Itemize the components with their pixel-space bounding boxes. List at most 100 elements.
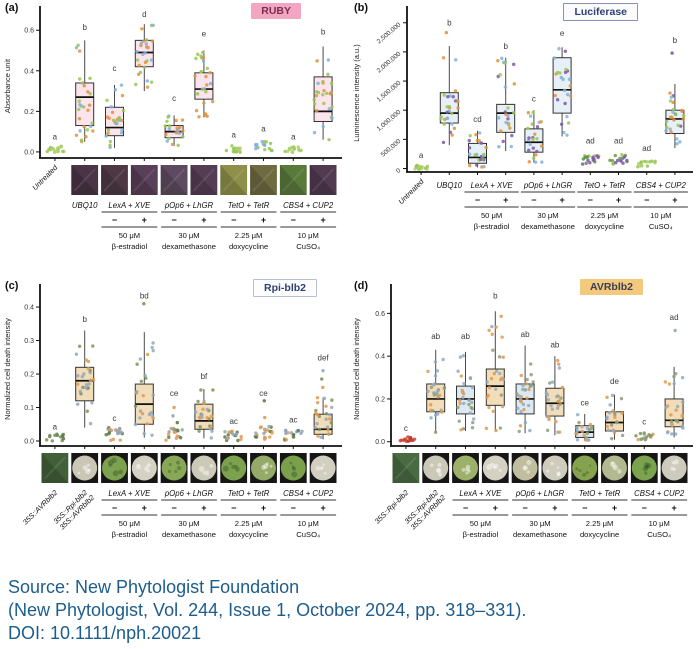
data-point: [226, 433, 230, 437]
data-point: [456, 106, 460, 110]
data-point: [291, 435, 296, 439]
data-point: [527, 387, 531, 392]
disc-mottle: [465, 467, 470, 472]
disc-mottle: [222, 465, 229, 472]
disc-mottle: [135, 464, 141, 470]
data-point: [205, 83, 209, 87]
data-point: [462, 381, 466, 386]
disc-mottle: [673, 462, 676, 465]
disc-mottle: [322, 463, 325, 466]
sig-letter: bd: [140, 292, 149, 301]
data-point: [151, 341, 155, 345]
data-point: [441, 357, 445, 362]
agent-label: doxycycline: [585, 222, 624, 231]
x-group-label: pOp6 + LhGR: [523, 181, 573, 190]
leaf-image: [130, 165, 158, 195]
data-point: [283, 149, 287, 154]
leaf-disc: [631, 455, 657, 481]
data-point: [674, 418, 678, 423]
leaf-disc: [221, 455, 247, 481]
data-point: [77, 99, 81, 103]
data-point: [521, 402, 526, 407]
data-point: [575, 429, 580, 433]
data-point: [494, 325, 498, 329]
data-point: [314, 109, 319, 113]
data-point: [577, 420, 581, 425]
data-point: [426, 369, 430, 374]
plus-label: +: [612, 503, 617, 513]
data-point: [645, 164, 650, 168]
data-point: [141, 393, 146, 398]
disc-mottle: [526, 459, 532, 465]
panel-b-letter: (b): [354, 2, 369, 14]
disc-mottle: [490, 462, 494, 467]
data-point: [83, 385, 88, 390]
source-line-3: DOI: 10.1111/nph.20021: [8, 623, 202, 643]
data-point: [669, 130, 673, 134]
data-point: [108, 143, 112, 147]
disc-mottle: [612, 464, 619, 471]
data-point: [519, 410, 523, 414]
data-point: [499, 129, 503, 133]
agent-label: β-estradiol: [463, 530, 499, 539]
data-point: [636, 437, 640, 442]
data-point: [61, 437, 66, 441]
leaf-disc: [512, 455, 538, 481]
data-point: [151, 348, 155, 353]
data-point: [526, 126, 530, 131]
data-point: [109, 105, 114, 109]
data-point: [176, 428, 180, 433]
data-point: [477, 139, 481, 143]
data-point: [560, 385, 565, 390]
data-point: [557, 47, 561, 51]
data-point: [58, 145, 62, 149]
data-point: [515, 392, 519, 396]
dose-label: 50 μM: [119, 519, 140, 528]
minus-label: −: [588, 195, 593, 205]
data-point: [503, 110, 507, 114]
dose-label: 50 μM: [481, 211, 502, 220]
data-point: [613, 415, 617, 420]
sig-letter: ad: [642, 144, 651, 153]
data-point: [135, 390, 139, 394]
data-point: [136, 72, 141, 76]
data-point: [198, 416, 202, 420]
data-point: [120, 93, 125, 98]
data-point: [675, 142, 679, 146]
data-point: [140, 27, 144, 31]
data-point: [89, 124, 93, 129]
minus-label: −: [112, 215, 117, 225]
data-point: [585, 155, 589, 159]
data-point: [559, 396, 563, 400]
leaf-disc: [542, 455, 568, 481]
data-point: [674, 408, 678, 412]
data-point: [446, 95, 450, 99]
data-point: [82, 372, 86, 376]
data-point: [204, 90, 208, 94]
dose-label: 2.25 μM: [235, 519, 263, 528]
data-point: [506, 106, 510, 110]
x-group-label: LexA + XVE: [108, 201, 151, 210]
data-point: [165, 119, 169, 123]
data-point: [559, 122, 564, 126]
data-point: [178, 125, 182, 130]
disc-mottle: [644, 471, 648, 475]
data-point: [174, 118, 178, 123]
data-point: [91, 129, 95, 133]
data-point: [312, 130, 317, 135]
data-point: [135, 58, 140, 62]
sig-letter: a: [261, 125, 266, 134]
disc-mottle: [644, 464, 650, 470]
data-point: [555, 98, 560, 102]
x-group-label: pOp6 + LhGR: [164, 201, 214, 210]
leaf-texture: [71, 165, 99, 195]
sig-letter: c: [404, 424, 408, 433]
y-tick-label: 0.4: [24, 68, 34, 75]
panel-c-chart-container: 0.0 0.1 0.2 0.3 0.4 Normalized cell death int…: [0, 278, 349, 580]
data-point: [104, 432, 108, 437]
disc-mottle: [582, 472, 586, 477]
leaf-disc: [72, 455, 98, 481]
data-point: [205, 66, 210, 71]
sig-letter: b: [673, 36, 678, 45]
leaf-texture: [309, 165, 337, 195]
